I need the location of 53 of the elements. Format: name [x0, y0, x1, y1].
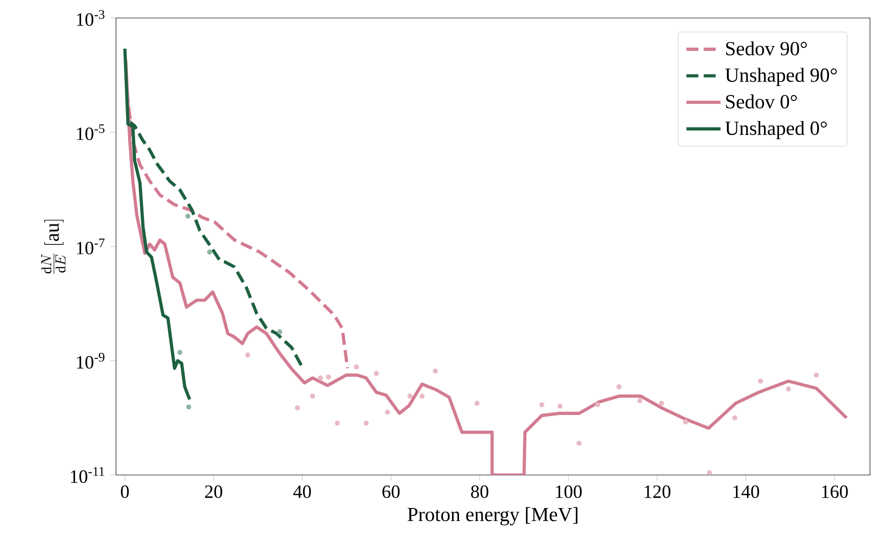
- point: [326, 374, 331, 380]
- point: [706, 470, 712, 476]
- point: [186, 404, 192, 410]
- point: [245, 352, 250, 358]
- x-tick-label: 120: [644, 485, 670, 498]
- x-axis-title: Proton energy [MeV]: [408, 507, 578, 526]
- point: [420, 394, 425, 399]
- legend-label: Sedov 90°: [726, 41, 807, 56]
- x-tick-label: 60: [382, 485, 400, 498]
- x-tick-label: 140: [733, 485, 760, 498]
- point: [539, 402, 544, 408]
- point: [354, 364, 359, 370]
- point: [185, 214, 190, 219]
- y-tick-label: 10$^{-9}$: [77, 352, 104, 369]
- y-tick-label: 10$^{-5}$: [77, 124, 104, 140]
- x-tick-label: 40: [293, 485, 311, 498]
- line-series: [124, 58, 848, 476]
- x-tick-label: 20: [205, 485, 222, 498]
- point: [637, 398, 642, 404]
- point: [616, 384, 622, 390]
- y-tick-label: 10$^{-11}$: [70, 467, 104, 483]
- point: [318, 375, 324, 380]
- point: [576, 440, 582, 446]
- point: [595, 402, 600, 408]
- x-tick-label: 160: [822, 485, 848, 498]
- y-tick-label: 10$^{-7}$: [77, 238, 105, 254]
- point: [682, 419, 688, 424]
- point: [364, 420, 369, 426]
- point: [408, 394, 413, 399]
- point: [310, 394, 316, 399]
- point: [334, 420, 340, 426]
- point: [758, 378, 763, 384]
- point: [374, 370, 379, 376]
- point: [659, 400, 664, 406]
- point: [277, 329, 282, 334]
- legend-label: Unshaped 0°: [725, 120, 827, 140]
- point: [207, 250, 212, 255]
- x-tick-label: 80: [471, 485, 488, 498]
- point: [432, 368, 438, 374]
- point: [814, 372, 819, 378]
- x-tick-label: 0: [120, 485, 129, 498]
- point: [384, 410, 390, 415]
- point: [732, 415, 738, 420]
- legend-label: Unshaped 90°: [725, 68, 837, 86]
- point: [294, 405, 300, 410]
- point: [177, 350, 182, 355]
- y-tick-label: 10$^{-3}$: [77, 10, 104, 26]
- x-tick-label: 100: [556, 485, 582, 498]
- y-axis-title: $\frac{\mathrm{d}N}{\mathrm{d}E}\ [\mathrm{au}]$: [41, 220, 66, 274]
- point: [786, 386, 791, 392]
- point: [474, 400, 480, 406]
- legend-label: Sedov 0°: [726, 94, 797, 108]
- point: [557, 404, 563, 409]
